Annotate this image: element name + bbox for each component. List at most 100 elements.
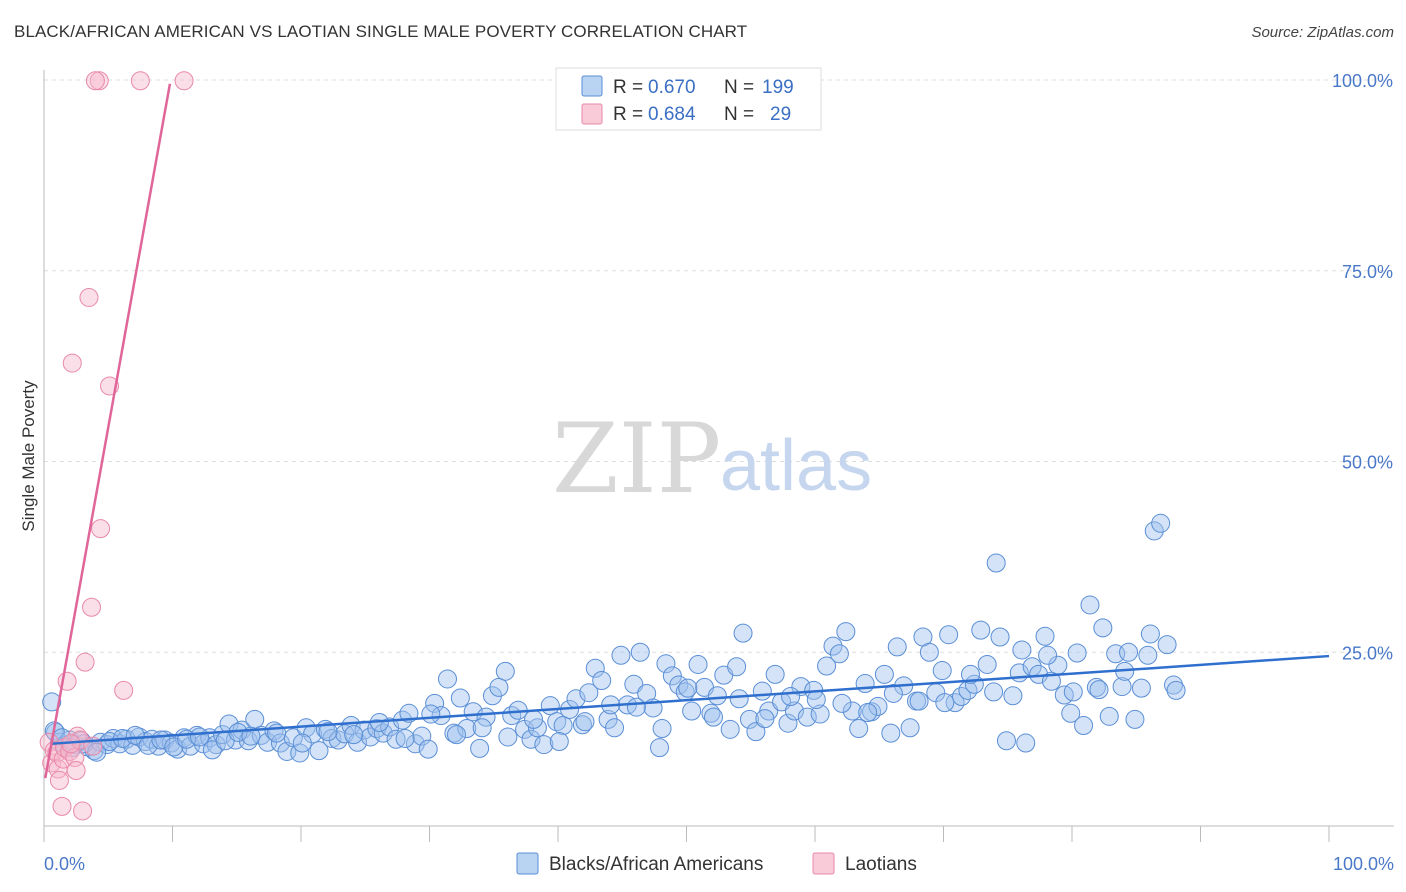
blue-point-220 [935,693,955,713]
blue-point-0 [42,692,62,712]
blue-point-203 [498,727,518,747]
grid-lines [44,79,1394,653]
blue-point-161 [1067,643,1087,663]
blue-point-176 [1164,675,1184,695]
blue-point-208 [626,697,646,717]
blue-point-226 [1089,680,1109,700]
blue-point-132 [881,723,901,743]
blue-point-107 [720,719,740,739]
blue-point-217 [858,703,878,723]
blue-point-78 [534,735,554,755]
blue-point-131 [874,664,894,684]
blue-point-105 [707,686,727,706]
blue-point-114 [765,664,785,684]
blue-point-84 [572,715,592,735]
legend-n-label-pink: N = [724,104,754,125]
blue-point-130 [868,696,888,716]
blue-point-174 [1151,513,1171,533]
blue-point-122 [817,656,837,676]
blue-point-71 [489,677,509,697]
pink-point-19 [79,287,99,307]
pink-point-5 [49,770,69,790]
bottom-legend-swatch-blue [516,852,539,875]
blue-point-201 [446,725,466,745]
blue-point-166 [1099,706,1119,726]
blue-point-218 [883,683,903,703]
blue-point-219 [909,691,929,711]
blue-point-97 [656,654,676,674]
blue-point-172 [1138,645,1158,665]
pink-point-20 [82,597,102,617]
blue-point-160 [1061,703,1081,723]
legend-n-label-blue: N = [724,77,754,98]
blue-point-148 [984,682,1004,702]
trend-lines [44,83,1330,779]
blue-point-63 [437,669,457,689]
blue-point-111 [746,722,766,742]
series-laotians [39,71,194,821]
blue-point-43 [309,741,329,761]
blue-point-138 [919,642,939,662]
blue-point-168 [1112,677,1132,697]
blue-point-110 [739,709,759,729]
series-blacks-african-americans [42,513,1186,763]
blue-point-76 [521,729,541,749]
blue-point-117 [784,701,804,721]
blue-point-171 [1131,678,1151,698]
blue-point-121 [810,704,830,724]
blue-point-33 [245,709,265,729]
pink-point-18 [75,652,95,672]
pink-point-26 [114,680,134,700]
blue-point-195 [292,733,312,753]
blue-point-209 [652,719,672,739]
blue-point-164 [1086,677,1106,697]
blue-point-119 [797,707,817,727]
y-axis-title: Single Male Poverty [19,380,38,532]
x-tick-label-max: 100.0% [1333,854,1394,874]
blue-point-126 [842,701,862,721]
blue-point-92 [624,674,644,694]
legend-swatch-pink [581,103,603,125]
legend-box: R = 0.670 N = 199 R = 0.684 N = 29 [555,67,822,131]
blue-point-96 [650,738,670,758]
pink-point-17 [66,761,86,781]
blue-point-216 [832,693,852,713]
blue-point-211 [703,707,723,727]
blue-point-222 [986,553,1006,573]
pink-point-11 [62,353,82,373]
pink-point-24 [85,71,105,91]
trend-line-pink [44,83,172,779]
legend-r-value-blue: 0.670 [648,77,696,98]
y-tick-label-100: 100.0% [1332,71,1393,91]
blue-point-205 [549,732,569,752]
source-label: Source: ZipAtlas.com [1251,24,1394,41]
bottom-legend: Blacks/African Americans Laotians [516,852,917,875]
blue-point-184 [125,725,145,745]
blue-point-81 [553,715,573,735]
trend-line-blue [50,654,1330,746]
blue-point-133 [887,637,907,657]
blue-point-173 [1144,521,1164,541]
pink-point-27 [130,71,150,91]
blue-point-87 [592,670,612,690]
blue-point-98 [662,666,682,686]
blue-point-86 [585,658,605,678]
legend-r-label-pink: R = [613,104,643,125]
blue-point-169 [1119,642,1139,662]
blue-point-221 [960,664,980,684]
blue-point-229 [1166,680,1186,700]
blue-point-153 [1016,733,1036,753]
blue-point-66 [457,719,477,739]
bottom-legend-label-blue: Blacks/African Americans [549,854,763,875]
watermark-zip: ZIP [552,403,721,515]
pink-point-15 [73,801,93,821]
blue-point-146 [971,620,991,640]
blue-point-90 [611,645,631,665]
blue-point-181 [87,742,107,762]
blue-point-170 [1125,709,1145,729]
blue-point-65 [450,688,470,708]
blue-point-149 [990,627,1010,647]
blue-point-85 [579,683,599,703]
legend-r-value-pink: 0.684 [648,104,696,125]
